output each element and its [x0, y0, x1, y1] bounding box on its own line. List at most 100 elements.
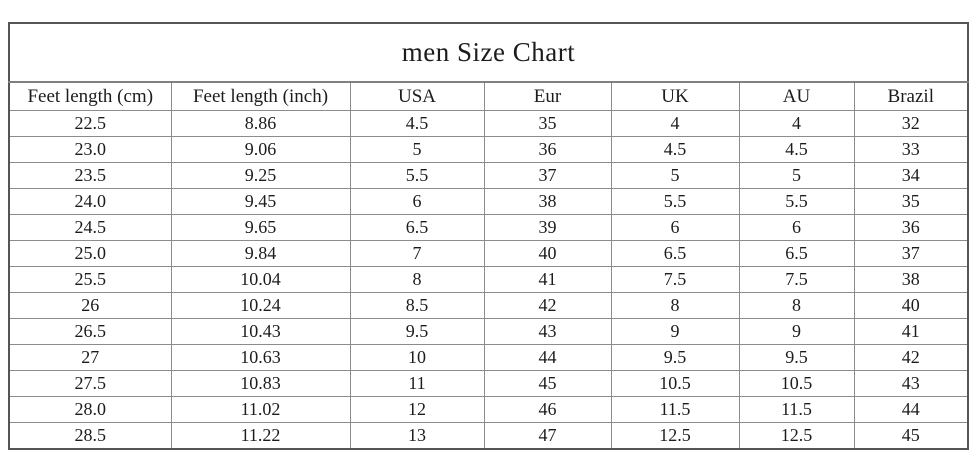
- table-cell: 42: [483, 292, 612, 319]
- table-cell: 11.5: [738, 396, 855, 423]
- table-cell: 8: [610, 292, 740, 319]
- table-row: 23.0 9.06 5 36 4.5 4.5 33: [8, 136, 969, 163]
- table-cell: 9.5: [610, 344, 740, 371]
- table-cell: 37: [483, 162, 612, 189]
- table-cell: 27.5: [8, 370, 172, 397]
- table-row: 27 10.63 10 44 9.5 9.5 42: [8, 344, 969, 371]
- table-cell: 39: [483, 214, 612, 241]
- table-cell: 25.0: [8, 240, 172, 267]
- column-header: Feet length (cm): [8, 81, 172, 111]
- table-cell: 36: [483, 136, 612, 163]
- table-cell: 4.5: [349, 110, 485, 137]
- table-cell: 7.5: [610, 266, 740, 293]
- table-cell: 38: [483, 188, 612, 215]
- table-cell: 5.5: [610, 188, 740, 215]
- table-cell: 32: [853, 110, 969, 137]
- table-cell: 8: [738, 292, 855, 319]
- table-cell: 42: [853, 344, 969, 371]
- table-cell: 9.5: [349, 318, 485, 345]
- table-cell: 13: [349, 422, 485, 450]
- table-cell: 24.0: [8, 188, 172, 215]
- table-cell: 9.65: [170, 214, 351, 241]
- men-size-chart-table: men Size Chart Feet length (cm) Feet leng…: [8, 22, 970, 450]
- table-cell: 11: [349, 370, 485, 397]
- table-cell: 47: [483, 422, 612, 450]
- table-row: 25.0 9.84 7 40 6.5 6.5 37: [8, 240, 969, 267]
- table-cell: 6.5: [610, 240, 740, 267]
- table-cell: 35: [853, 188, 969, 215]
- table-cell: 43: [483, 318, 612, 345]
- table-cell: 4.5: [738, 136, 855, 163]
- table-cell: 9.25: [170, 162, 351, 189]
- table-cell: 35: [483, 110, 612, 137]
- column-header: UK: [610, 81, 740, 111]
- table-cell: 10.83: [170, 370, 351, 397]
- table-cell: 40: [483, 240, 612, 267]
- table-row: 24.0 9.45 6 38 5.5 5.5 35: [8, 188, 969, 215]
- table-cell: 46: [483, 396, 612, 423]
- table-cell: 28.0: [8, 396, 172, 423]
- table-cell: 5: [610, 162, 740, 189]
- table-cell: 8.5: [349, 292, 485, 319]
- table-row: 26 10.24 8.5 42 8 8 40: [8, 292, 969, 319]
- table-cell: 38: [853, 266, 969, 293]
- table-cell: 40: [853, 292, 969, 319]
- table-cell: 44: [853, 396, 969, 423]
- table-cell: 5.5: [738, 188, 855, 215]
- table-cell: 8.86: [170, 110, 351, 137]
- table-cell: 25.5: [8, 266, 172, 293]
- table-cell: 41: [483, 266, 612, 293]
- table-cell: 12.5: [610, 422, 740, 450]
- table-cell: 10.5: [738, 370, 855, 397]
- table-header-row: Feet length (cm) Feet length (inch) USA Eur…: [8, 81, 969, 111]
- table-cell: 6: [610, 214, 740, 241]
- table-cell: 28.5: [8, 422, 172, 450]
- column-header: AU: [738, 81, 855, 111]
- table-cell: 5.5: [349, 162, 485, 189]
- column-header: USA: [349, 81, 485, 111]
- table-cell: 7.5: [738, 266, 855, 293]
- table-cell: 6: [349, 188, 485, 215]
- table-title-row: men Size Chart: [8, 22, 969, 83]
- table-cell: 23.0: [8, 136, 172, 163]
- table-row: 25.5 10.04 8 41 7.5 7.5 38: [8, 266, 969, 293]
- table-cell: 11.5: [610, 396, 740, 423]
- table-cell: 9.45: [170, 188, 351, 215]
- table-cell: 6.5: [349, 214, 485, 241]
- table-cell: 7: [349, 240, 485, 267]
- column-header: Eur: [483, 81, 612, 111]
- table-row: 24.5 9.65 6.5 39 6 6 36: [8, 214, 969, 241]
- table-cell: 4: [738, 110, 855, 137]
- table-cell: 45: [483, 370, 612, 397]
- table-cell: 12: [349, 396, 485, 423]
- table-cell: 5: [349, 136, 485, 163]
- table-cell: 10.04: [170, 266, 351, 293]
- table-title: men Size Chart: [8, 22, 969, 83]
- table-cell: 43: [853, 370, 969, 397]
- table-cell: 11.02: [170, 396, 351, 423]
- table-cell: 22.5: [8, 110, 172, 137]
- table-row: 28.0 11.02 12 46 11.5 11.5 44: [8, 396, 969, 423]
- table-cell: 9.06: [170, 136, 351, 163]
- table-cell: 9: [610, 318, 740, 345]
- column-header: Brazil: [853, 81, 969, 111]
- table-cell: 4: [610, 110, 740, 137]
- table-cell: 10.5: [610, 370, 740, 397]
- table-cell: 6: [738, 214, 855, 241]
- table-cell: 9.5: [738, 344, 855, 371]
- table-cell: 10.43: [170, 318, 351, 345]
- table-cell: 45: [853, 422, 969, 450]
- table-cell: 10.24: [170, 292, 351, 319]
- table-cell: 33: [853, 136, 969, 163]
- table-cell: 9.84: [170, 240, 351, 267]
- table-body: 22.5 8.86 4.5 35 4 4 32 23.0 9.06 5 36 4.5 4.5 33 23.5…: [8, 110, 969, 450]
- column-header: Feet length (inch): [170, 81, 351, 111]
- table-cell: 12.5: [738, 422, 855, 450]
- table-row: 28.5 11.22 13 47 12.5 12.5 45: [8, 422, 969, 450]
- table-cell: 9: [738, 318, 855, 345]
- table-row: 27.5 10.83 11 45 10.5 10.5 43: [8, 370, 969, 397]
- table-cell: 10.63: [170, 344, 351, 371]
- table-cell: 23.5: [8, 162, 172, 189]
- table-cell: 44: [483, 344, 612, 371]
